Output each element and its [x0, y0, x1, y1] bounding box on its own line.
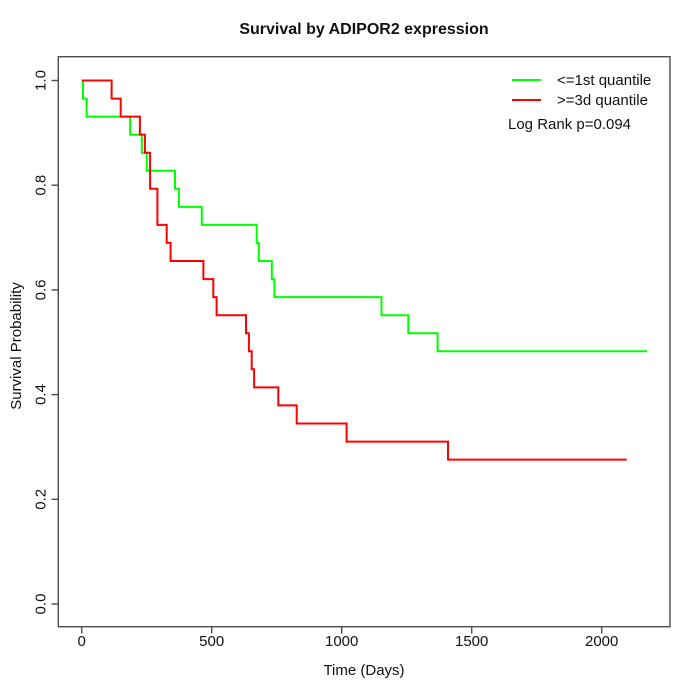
x-axis-tick-label: 1500: [455, 633, 488, 650]
x-axis-tick-label: 1000: [325, 633, 358, 650]
legend-item-low-expression: <=1st quantile: [512, 70, 651, 90]
legend-label-high-expression: >=3d quantile: [557, 91, 648, 109]
km-curve-high-expression: [81, 79, 627, 461]
chart-title: Survival by ADIPOR2 expression: [239, 21, 489, 38]
y-axis-tick-label: 1.0: [33, 70, 50, 91]
x-axis-label: Time (Days): [323, 662, 405, 679]
y-axis-tick-label: 0.6: [33, 279, 50, 300]
km-curve-low-expression: [81, 79, 648, 353]
x-axis-tick-label: 0: [78, 633, 86, 650]
legend: <=1st quantile >=3d quantile Log Rank p=…: [508, 70, 651, 134]
y-axis-label: Survival Probability: [8, 282, 25, 410]
legend-item-high-expression: >=3d quantile: [512, 90, 651, 110]
legend-line-red-icon: [512, 99, 541, 101]
log-rank-pvalue: Log Rank p=0.094: [508, 116, 632, 133]
y-axis-tick-label: 0.0: [33, 594, 50, 615]
y-axis-tick-label: 0.8: [33, 175, 50, 196]
y-axis-tick-label: 0.4: [33, 384, 50, 405]
x-axis-tick-label: 2000: [585, 633, 618, 650]
legend-line-green-icon: [512, 79, 541, 81]
x-axis-tick-label: 500: [199, 633, 224, 650]
plot-box: [57, 56, 671, 628]
y-axis-tick-label: 0.2: [33, 489, 50, 510]
legend-label-low-expression: <=1st quantile: [557, 71, 652, 89]
